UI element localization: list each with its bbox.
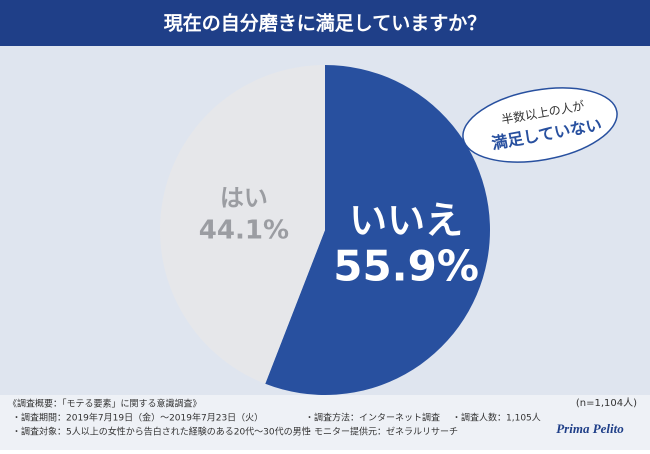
bubble: [462, 87, 618, 163]
brand-logo: Prima Pelito: [556, 421, 624, 436]
note: ・調査対象：5人以上の女性から告白された経験のある20代～30代の男性: [12, 426, 311, 438]
slice-label: いいえ: [349, 199, 463, 243]
note: ・調査期間：2019年7月19日（金）～2019年7月23日（火）: [12, 412, 263, 424]
slice-label: はい: [220, 184, 268, 212]
pie-slice: [160, 64, 325, 384]
chart-title: 現在の自分磨きに満足していますか？: [164, 12, 486, 35]
annotation-bubble: 半数以上の人が 満足していない: [462, 87, 618, 163]
note: 《調査概要：「モテる要素」に関する意識調査》: [8, 398, 202, 410]
value-label: 44.1%: [199, 215, 289, 245]
note: ・モニター提供元：ゼネラルリサーチ: [305, 426, 458, 438]
sample-size: (n=1,104人): [576, 397, 637, 409]
note: ・調査方法：インターネット調査: [305, 412, 440, 424]
footer: [0, 395, 650, 450]
value-label: 55.9%: [333, 242, 479, 291]
note: ・調査人数：1,105人: [452, 412, 541, 424]
title-bar: [0, 0, 650, 46]
pie-slice: [265, 65, 490, 395]
